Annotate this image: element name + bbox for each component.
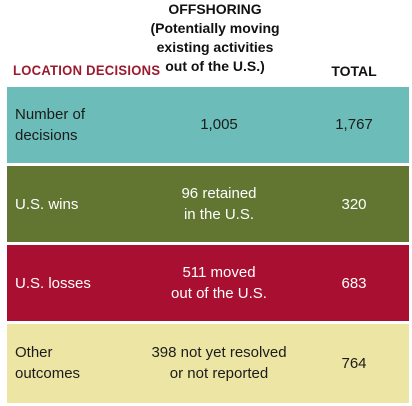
offshoring-value: 1,005: [134, 114, 304, 135]
total-value: 320: [341, 196, 367, 213]
total-value: 1,767: [335, 116, 373, 133]
row-label: U.S. wins: [15, 194, 78, 215]
total-heading: TOTAL: [331, 63, 377, 79]
offshoring-value-line2: in the U.S.: [183, 206, 255, 223]
table-row-us-losses: U.S. losses 511 moved out of the U.S. 68…: [7, 245, 409, 321]
total-value: 764: [341, 355, 367, 372]
offshoring-value-line2: out of the U.S.: [171, 285, 267, 302]
row-label-line1: U.S. losses: [15, 275, 91, 292]
row-label-line1: Other: [15, 344, 53, 361]
offshoring-value-line1: 511 moved: [182, 264, 256, 281]
total-value: 683: [341, 275, 367, 292]
table-row-other-outcomes: Other outcomes 398 not yet resolved or n…: [7, 324, 409, 403]
offshoring-value: 511 moved out of the U.S.: [134, 262, 304, 304]
table-header: LOCATION DECISIONS OFFSHORING (Potential…: [0, 0, 412, 86]
offshoring-value: 96 retained in the U.S.: [134, 183, 304, 225]
row-label: Number of decisions: [15, 104, 85, 146]
offshoring-value-line1: 1,005: [200, 116, 238, 133]
offshoring-subtitle-line1: (Potentially moving: [150, 20, 280, 36]
offshoring-subtitle-line2: existing activities: [156, 39, 274, 55]
table-row-us-wins: U.S. wins 96 retained in the U.S. 320: [7, 166, 409, 242]
row-label-line1: U.S. wins: [15, 196, 79, 213]
table-row-number-of-decisions: Number of decisions 1,005 1,767: [7, 87, 409, 163]
row-label-line2: decisions: [15, 127, 78, 144]
offshoring-title: OFFSHORING: [168, 1, 262, 17]
offshoring-subtitle-line3: out of the U.S.): [165, 58, 265, 74]
row-label: U.S. losses: [15, 273, 91, 294]
row-label: Other outcomes: [15, 342, 80, 384]
row-label-line1: Number of: [15, 106, 86, 123]
offshoring-value-line1: 398 not yet resolved: [151, 344, 287, 361]
location-decisions-heading: LOCATION DECISIONS: [13, 62, 161, 78]
offshoring-value: 398 not yet resolved or not reported: [134, 342, 304, 384]
offshoring-value-line2: or not reported: [169, 365, 269, 382]
offshoring-heading: OFFSHORING (Potentially moving existing …: [140, 0, 290, 76]
offshoring-value-line1: 96 retained: [181, 185, 257, 202]
row-label-line2: outcomes: [15, 365, 81, 382]
